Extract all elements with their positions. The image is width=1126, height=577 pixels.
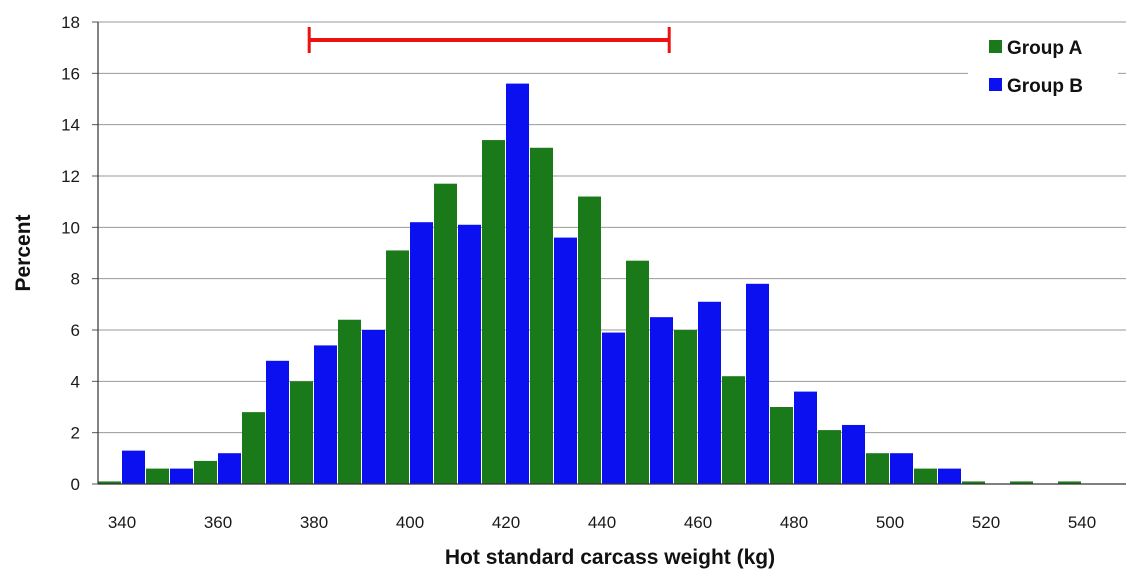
- bar-group-a: [146, 468, 169, 484]
- bar-group-b: [938, 468, 961, 484]
- y-tick-label: 6: [71, 321, 80, 340]
- annotations: [307, 26, 671, 53]
- bar-group-b: [602, 332, 625, 484]
- bar-group-b: [698, 301, 721, 484]
- x-tick-label: 440: [588, 513, 616, 532]
- y-tick-label: 16: [61, 64, 80, 83]
- bar-group-b: [890, 453, 913, 484]
- bar-group-a: [386, 250, 409, 484]
- y-tick-label: 2: [71, 424, 80, 443]
- bar-group-a: [530, 147, 553, 484]
- bar-group-b: [650, 317, 673, 484]
- y-tick-labels: 0 2 4 6 8 10 12 14 16 18: [61, 13, 80, 494]
- y-tick-label: 10: [61, 218, 80, 237]
- bar-group-a: [866, 453, 889, 484]
- bar-group-a: [242, 412, 265, 484]
- bar-group-b: [170, 468, 193, 484]
- bar-group-a: [914, 468, 937, 484]
- y-tick-label: 8: [71, 270, 80, 289]
- bar-group-b: [746, 283, 769, 484]
- y-tick-label: 4: [71, 372, 80, 391]
- x-tick-label: 420: [492, 513, 520, 532]
- bar-group-b: [794, 391, 817, 484]
- x-tick-label: 500: [876, 513, 904, 532]
- legend-label-group-b: Group B: [1007, 76, 1083, 97]
- bar-group-b: [842, 424, 865, 484]
- bar-group-a: [1058, 481, 1081, 484]
- x-tick-label: 400: [396, 513, 424, 532]
- y-axis-title: Percent: [12, 214, 35, 291]
- bar-group-b: [122, 450, 145, 484]
- bar-group-a: [674, 330, 697, 484]
- bar-group-b: [458, 224, 481, 484]
- bar-group-a: [290, 381, 313, 484]
- bar-group-b: [506, 83, 529, 484]
- x-axis-title: Hot standard carcass weight (kg): [445, 546, 775, 569]
- y-tick-label: 12: [61, 167, 80, 186]
- x-tick-label: 460: [684, 513, 712, 532]
- bar-group-a: [626, 260, 649, 484]
- bar-group-a: [770, 407, 793, 484]
- bar-group-a: [722, 376, 745, 484]
- bar-group-a: [482, 140, 505, 485]
- bar-group-b: [410, 222, 433, 484]
- legend-swatch-group-a: [989, 40, 1002, 53]
- bar-group-b: [218, 453, 241, 484]
- bar-group-a: [194, 460, 217, 484]
- bar-group-a: [338, 319, 361, 484]
- bar-group-a: [1010, 481, 1033, 484]
- x-tick-label: 520: [972, 513, 1000, 532]
- bar-group-a: [578, 196, 601, 485]
- bar-group-a: [98, 481, 121, 484]
- bar-group-b: [362, 330, 385, 484]
- bar-group-a: [962, 481, 985, 484]
- axes: [92, 21, 1126, 485]
- x-tick-label: 340: [108, 513, 136, 532]
- legend-label-group-a: Group A: [1007, 38, 1083, 59]
- x-tick-label: 360: [204, 513, 232, 532]
- bar-group-b: [554, 237, 577, 484]
- x-tick-label: 380: [300, 513, 328, 532]
- x-tick-label: 540: [1068, 513, 1096, 532]
- x-tick-label: 480: [780, 513, 808, 532]
- bar-group-a: [818, 430, 841, 484]
- bar-group-b: [266, 360, 289, 484]
- y-tick-label: 14: [61, 116, 80, 135]
- y-tick-label: 18: [61, 13, 80, 32]
- bars: [98, 83, 1081, 485]
- bar-group-a: [434, 183, 457, 484]
- bar-group-b: [314, 345, 337, 484]
- y-tick-label: 0: [71, 475, 80, 494]
- legend-swatch-group-b: [989, 78, 1002, 91]
- legend: Group A Group B: [968, 32, 1118, 104]
- x-tick-labels: 340 360 380 400 420 440 460 480 500 520 540: [108, 513, 1096, 532]
